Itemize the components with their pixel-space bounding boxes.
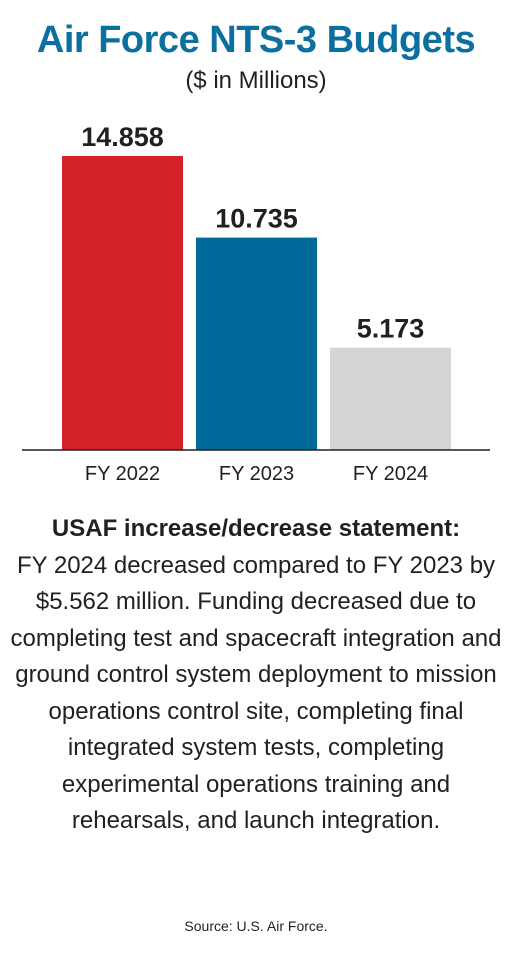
tick-labels-group: FY 2022 FY 2023 FY 2024: [85, 463, 428, 485]
bar-fy-2022: [62, 156, 183, 450]
chart-subtitle: ($ in Millions): [185, 67, 327, 94]
bar-fy-2024: [330, 347, 451, 450]
bars-group: [62, 156, 451, 450]
bar-chart: 14.858 10.735 5.173 FY 2022 FY 2023 FY 2024: [22, 122, 490, 485]
x-tick-label: FY 2024: [353, 463, 428, 485]
bar-fy-2023: [196, 237, 317, 450]
bar-value-label: 10.735: [215, 204, 298, 234]
bar-value-label: 14.858: [81, 122, 164, 152]
chart-title: Air Force NTS-3 Budgets: [36, 19, 476, 61]
increase-decrease-statement: USAF increase/decrease statement: FY 202…: [10, 511, 502, 840]
bar-value-label: 5.173: [357, 314, 425, 344]
x-tick-label: FY 2023: [219, 463, 294, 485]
source-note: Source: U.S. Air Force.: [184, 918, 328, 934]
statement-heading: USAF increase/decrease statement:: [51, 515, 461, 542]
statement-body: FY 2024 decreased compared to FY 2023 by…: [10, 551, 502, 835]
x-tick-label: FY 2022: [85, 463, 160, 485]
value-labels-group: 14.858 10.735 5.173: [81, 122, 424, 344]
